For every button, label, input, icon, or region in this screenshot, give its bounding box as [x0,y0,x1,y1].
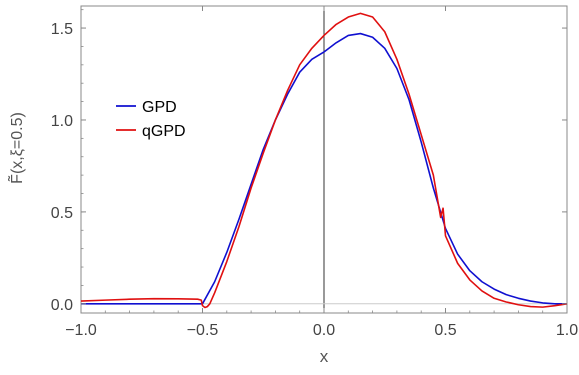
x-tick-label: 0.5 [434,322,456,339]
x-tick-label: −1.0 [65,322,97,339]
legend-label-gpd: GPD [142,99,177,116]
y-tick-label: 1.5 [51,21,73,38]
x-axis-label: x [320,347,329,366]
ticks-layer: −1.0 −0.5 0.0 0.5 1.0 0.0 0.5 1.0 1.5 [51,6,578,339]
y-tick-label: 0.5 [51,205,73,222]
legend: GPD qGPD [116,99,186,140]
y-tick-label: 0.0 [51,297,73,314]
x-tick-label: 1.0 [556,322,578,339]
y-axis-label: F̃(x,ξ=0.5) [6,112,26,184]
y-tick-label: 1.0 [51,113,73,130]
legend-label-qgpd: qGPD [142,123,186,140]
series-line-qgpd [80,12,568,309]
x-tick-label: −0.5 [187,322,219,339]
series-layer [80,12,568,309]
x-tick-label: 0.0 [313,322,335,339]
